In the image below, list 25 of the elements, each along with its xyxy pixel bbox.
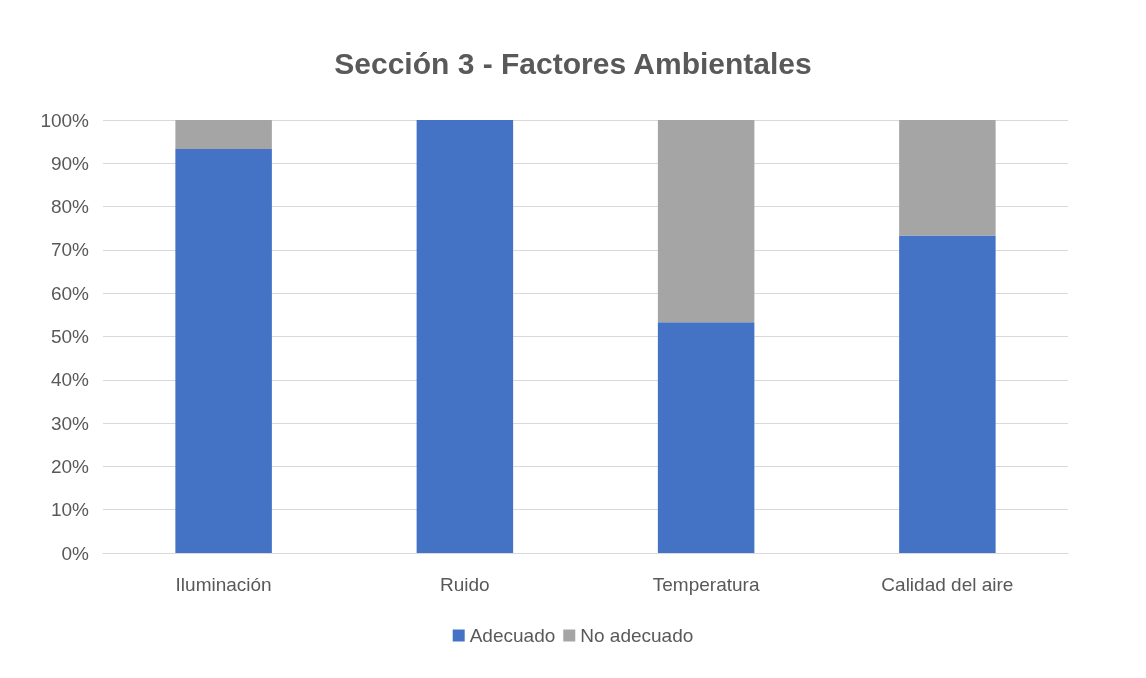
- x-tick-label: Calidad del aire: [881, 574, 1014, 595]
- bar: [657, 120, 755, 323]
- y-tick-label: 60%: [50, 282, 90, 304]
- x-tick-label: Ruido: [440, 574, 490, 595]
- chart-title: Sección 3 - Factores Ambientales: [334, 46, 812, 80]
- x-tick-label: Temperatura: [652, 574, 760, 595]
- y-tick-label: 50%: [50, 326, 90, 347]
- y-tick-label: 0%: [61, 542, 90, 564]
- y-tick-label: 10%: [50, 499, 90, 521]
- bar: [175, 120, 272, 150]
- x-tick-label: Iluminación: [175, 574, 272, 595]
- y-tick-label: 90%: [50, 152, 90, 174]
- legend-label: No adecuado: [580, 625, 694, 646]
- bar: [899, 235, 996, 553]
- y-tick-label: 40%: [50, 369, 90, 391]
- y-tick-label: 20%: [50, 455, 90, 477]
- y-tick-label: 80%: [50, 196, 90, 218]
- bar: [657, 322, 755, 553]
- y-tick-label: 100%: [40, 109, 90, 131]
- bar: [416, 120, 514, 553]
- bar: [899, 120, 996, 236]
- y-tick-label: 70%: [50, 239, 90, 261]
- bar: [175, 149, 272, 553]
- y-tick-label: 30%: [50, 412, 90, 434]
- legend-label: Adecuado: [469, 625, 556, 646]
